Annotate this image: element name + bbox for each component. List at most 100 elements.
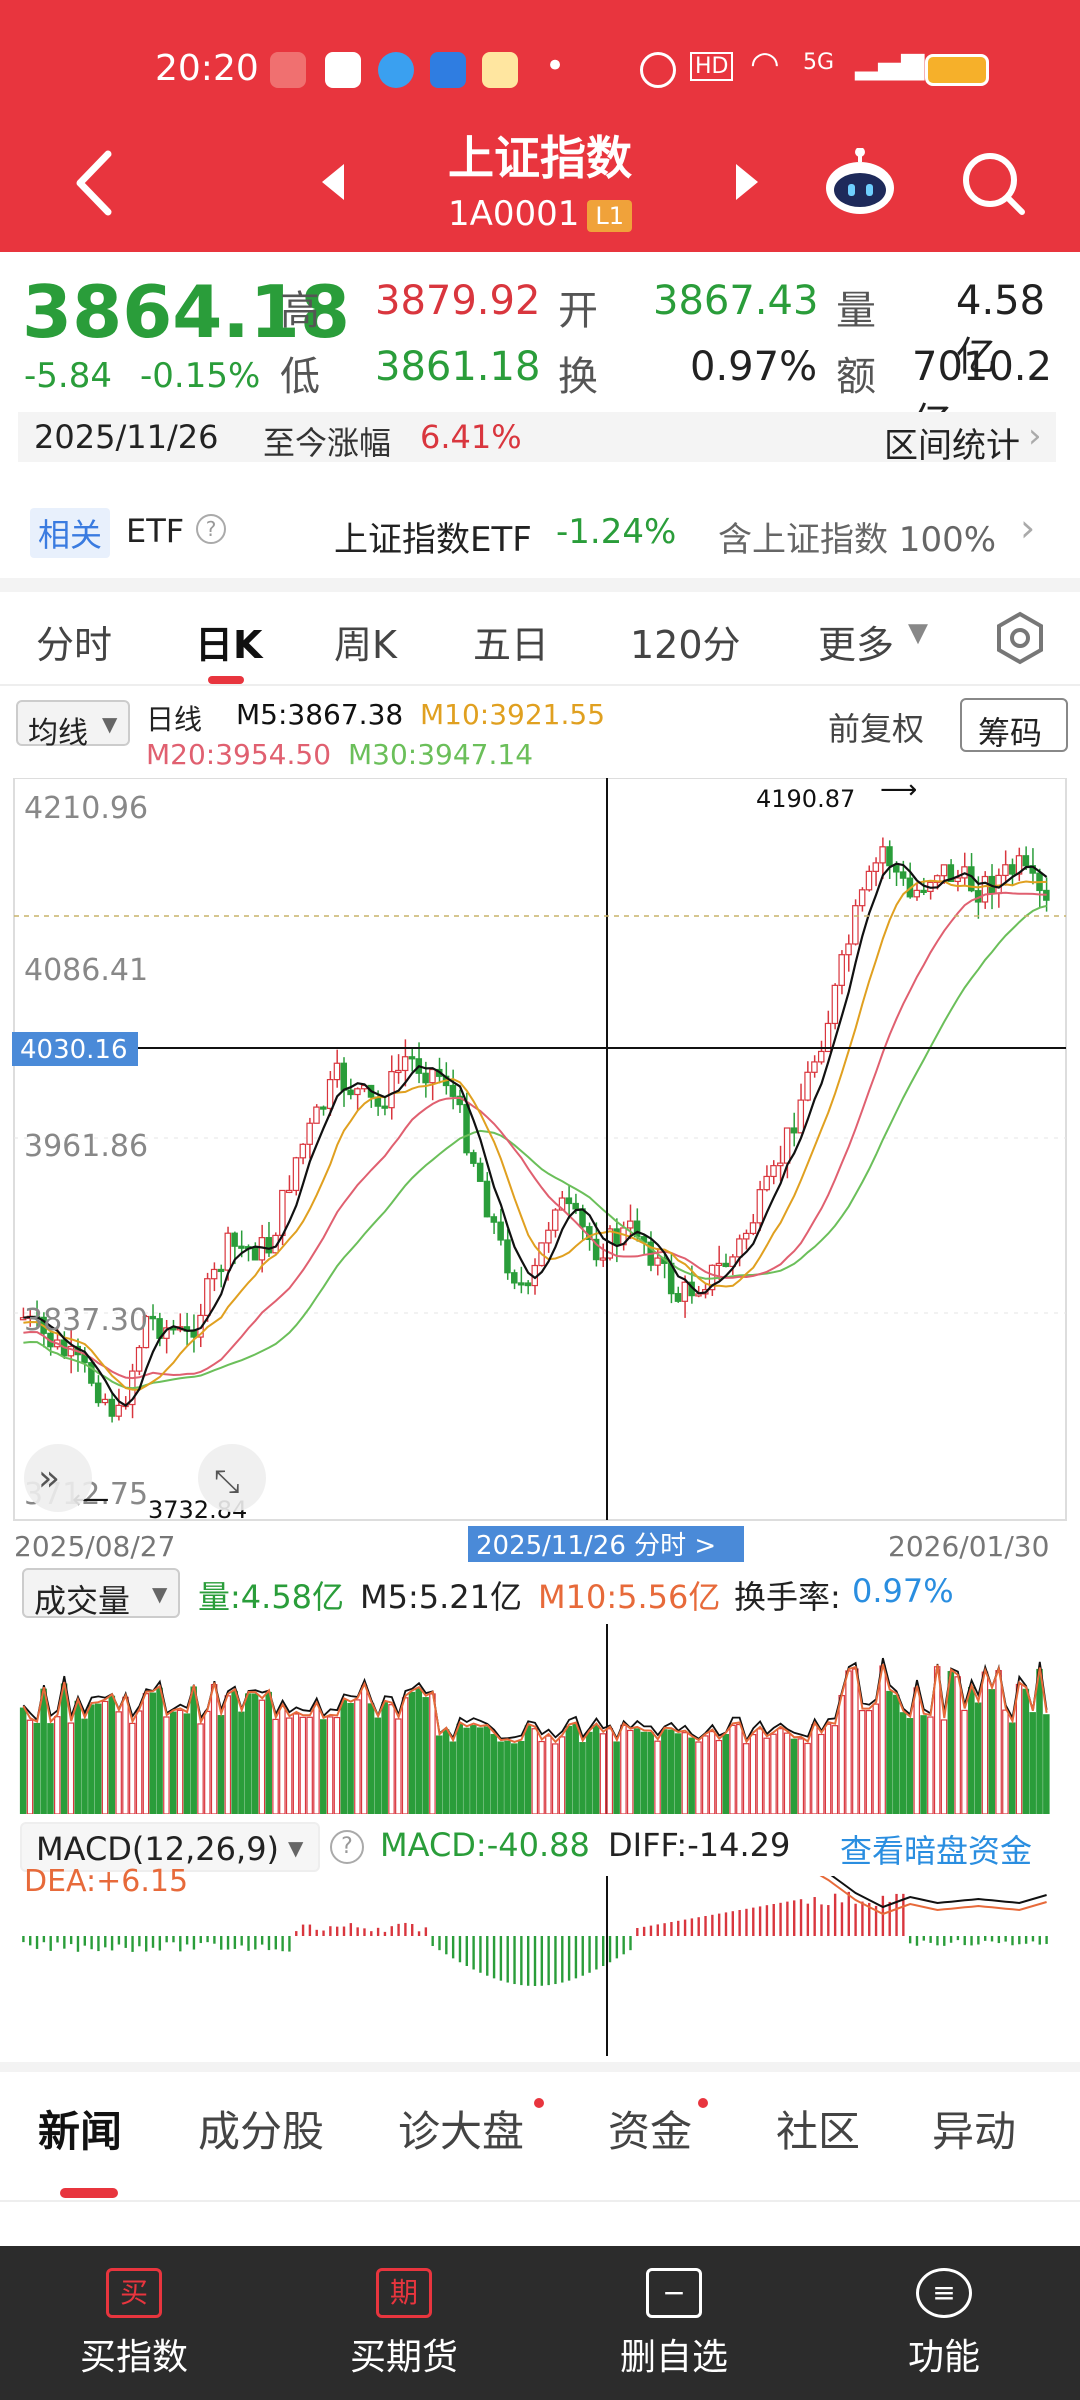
candle-body: [1008, 864, 1016, 875]
candle-body: [858, 889, 866, 907]
candle-body: [422, 1072, 429, 1084]
buy-futures-label: 买期货: [349, 2337, 458, 2378]
candle-body: [388, 1071, 395, 1109]
robot-assistant-icon[interactable]: [822, 148, 898, 218]
tab-120min[interactable]: 120分: [630, 623, 741, 667]
tab-movement[interactable]: 异动: [932, 2107, 1017, 2156]
volume-ma10-line: [22, 1663, 1048, 1744]
volume-bar: [715, 1739, 723, 1814]
chips-button[interactable]: 筹码: [960, 698, 1068, 752]
volume-bar: [811, 1724, 818, 1814]
candle-body: [954, 877, 961, 883]
kline-chart[interactable]: 4210.96 4086.41 3961.86 3837.30 3712.75 …: [0, 778, 1080, 1568]
volume-bar: [906, 1718, 914, 1814]
dark-pool-link[interactable]: 查看暗盘资金: [840, 1832, 1033, 1870]
volume-bar: [893, 1694, 900, 1814]
macd-chart: [22, 1876, 1048, 2056]
candle-body: [408, 1056, 416, 1060]
prev-index-icon[interactable]: [318, 162, 348, 202]
volume-bar: [101, 1700, 109, 1814]
candle-body: [749, 1222, 757, 1235]
volume-bar: [913, 1687, 920, 1814]
range-stats-link[interactable]: 区间统计: [884, 426, 1020, 466]
date-start: 2025/08/27: [14, 1530, 175, 1563]
tab-community[interactable]: 社区: [776, 2107, 861, 2156]
volume-bar: [674, 1733, 682, 1814]
volume-bar: [163, 1716, 170, 1814]
candle-body: [142, 1315, 150, 1349]
candle-body: [347, 1089, 354, 1096]
kline-moving-averages: [23, 862, 1048, 1407]
volume-bar: [981, 1671, 989, 1814]
tab-capital[interactable]: 资金: [608, 2107, 693, 2156]
volume-bar: [661, 1729, 668, 1814]
range-stats-bar[interactable]: 2025/11/26 至今涨幅 6.41% 区间统计 ›: [18, 412, 1056, 466]
volume-bar: [763, 1737, 770, 1814]
candle-body: [715, 1262, 723, 1267]
candle-body: [913, 889, 920, 898]
signal-5g-icon: 5G: [803, 50, 835, 75]
turnover-rate-value: 0.97%: [852, 1572, 954, 1610]
header-bar: 20:20 • HD ◠ 5G ▂▄▆ 上证指数 1A0001 L1: [0, 0, 1080, 252]
candle-body: [251, 1246, 259, 1261]
tab-more[interactable]: 更多: [818, 623, 895, 667]
buy-index-button[interactable]: 买 买指数: [34, 2268, 234, 2380]
volume-bar: [647, 1732, 654, 1814]
back-icon[interactable]: [70, 148, 120, 218]
candle-body: [497, 1221, 504, 1241]
search-icon[interactable]: [960, 150, 1026, 216]
expand-left-button[interactable]: [24, 1444, 92, 1512]
buy-futures-button[interactable]: 期 买期货: [304, 2268, 504, 2380]
volume-bar: [33, 1722, 41, 1814]
candle-body: [135, 1346, 143, 1372]
candle-body: [920, 889, 927, 893]
cursor-date-badge[interactable]: [468, 1526, 744, 1562]
section-divider: [0, 2062, 1080, 2072]
ma10-value: M10:3921.55: [420, 698, 606, 731]
volume-bar: [988, 1689, 996, 1814]
buy-index-label: 买指数: [79, 2337, 188, 2378]
tab-diagnosis[interactable]: 诊大盘: [398, 2107, 525, 2156]
candle-body: [845, 943, 852, 956]
indicator-select[interactable]: 均线 ▼: [16, 700, 130, 751]
volume-bar: [606, 1728, 614, 1814]
candle-body: [476, 1162, 484, 1182]
candle-body: [449, 1084, 457, 1097]
volume-bar: [429, 1693, 436, 1814]
tab-five-day[interactable]: 五日: [473, 623, 550, 667]
ma5-line: [23, 862, 1048, 1407]
candle-body: [101, 1398, 109, 1404]
candle-body: [395, 1069, 402, 1074]
volume-value: 量:4.58亿: [198, 1578, 345, 1616]
candle-body: [681, 1281, 689, 1302]
candle-body: [108, 1398, 116, 1417]
tab-constituents[interactable]: 成分股: [198, 2107, 325, 2156]
adjust-mode[interactable]: 前复权: [828, 710, 925, 748]
volume-bar: [408, 1691, 416, 1814]
candle-body: [333, 1062, 341, 1081]
volume-bar: [88, 1704, 95, 1814]
tab-intraday[interactable]: 分时: [36, 623, 113, 667]
macd-indicator-select[interactable]: MACD(12,26,9) ▼: [20, 1822, 320, 1872]
next-index-icon[interactable]: [732, 162, 762, 202]
volume-bar: [395, 1718, 402, 1814]
ma30-value: M30:3947.14: [348, 738, 534, 771]
volume-bar: [954, 1676, 961, 1814]
candle-body: [899, 871, 907, 879]
remove-watchlist-button[interactable]: − 删自选: [574, 2268, 774, 2380]
related-etf-bar[interactable]: 相关 ETF ? 上证指数ETF -1.24% 含上证指数 100% ›: [0, 480, 1080, 580]
help-icon[interactable]: ?: [330, 1830, 364, 1864]
volume-value: 4.58亿: [956, 278, 1046, 380]
volume-bar: [961, 1709, 968, 1814]
candle-body: [292, 1157, 300, 1192]
volume-bar: [19, 1707, 27, 1814]
volume-bar: [217, 1715, 225, 1814]
volume-indicator-select[interactable]: 成交量 ▼: [22, 1568, 180, 1620]
functions-button[interactable]: ≡ 功能: [844, 2268, 1044, 2380]
tab-weekly-k[interactable]: 周K: [334, 623, 397, 667]
tab-daily-k[interactable]: 日K: [195, 623, 263, 667]
help-icon[interactable]: ?: [196, 514, 226, 544]
tab-news[interactable]: 新闻: [38, 2107, 123, 2156]
settings-icon[interactable]: [992, 610, 1048, 666]
fullscreen-button[interactable]: [198, 1444, 266, 1512]
